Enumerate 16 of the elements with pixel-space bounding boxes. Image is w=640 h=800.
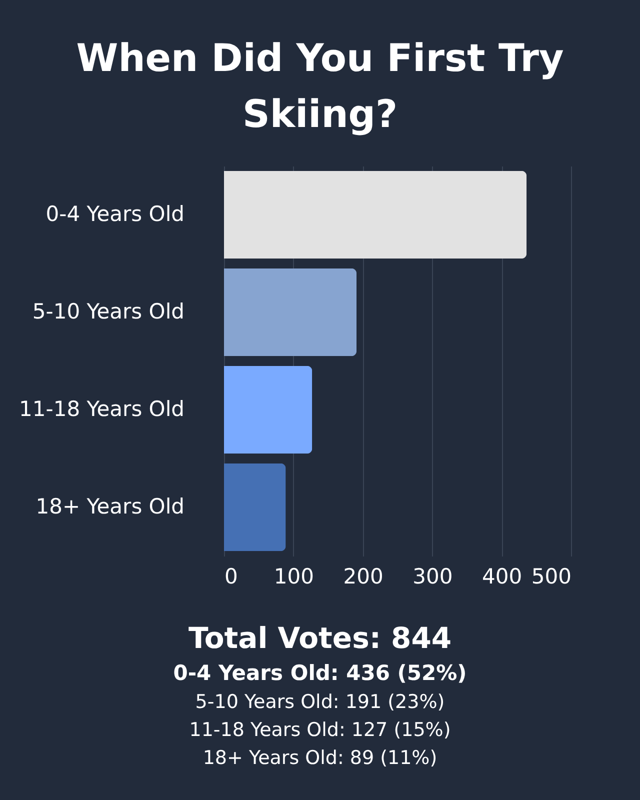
y-tick-label: 5-10 Years Old xyxy=(32,299,184,324)
x-tick-label: 0 xyxy=(224,564,238,588)
text: 0-4 Years Old: 436 (52%) xyxy=(172,660,468,687)
text: 18+ Years Old: 89 (11%) xyxy=(202,746,438,771)
text: 5-10 Years Old: 191 (23%) xyxy=(194,690,446,715)
x-tick-label: 100 xyxy=(274,564,314,588)
x-tick-label: 500 xyxy=(531,564,572,588)
y-tick-label: 0-4 Years Old xyxy=(46,202,184,226)
x-tick-label: 300 xyxy=(412,564,453,588)
chart-title: When Did You First Try Skiing? xyxy=(75,35,565,138)
text: Total Votes: 844 xyxy=(187,620,453,657)
text: 11-18 Years Old: 127 (15%) xyxy=(188,718,452,743)
y-tick-label: 11-18 Years Old xyxy=(19,396,184,421)
x-tick-label: 400 xyxy=(482,564,522,588)
x-tick-label: 200 xyxy=(343,564,384,588)
y-tick-label: 18+ Years Old xyxy=(36,494,184,518)
